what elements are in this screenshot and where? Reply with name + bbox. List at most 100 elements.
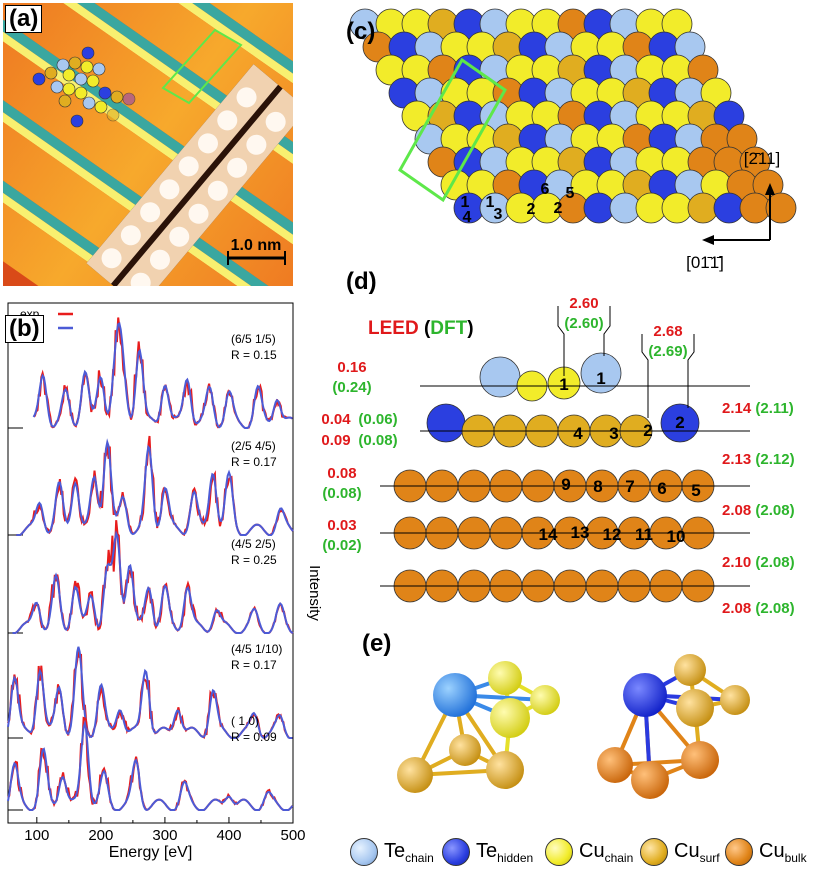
title-leed-dft: LEED (DFT) bbox=[368, 318, 474, 339]
dir-up-arrowhead bbox=[765, 183, 775, 195]
height-bracket bbox=[687, 334, 695, 408]
height-1-leed: 2.60 bbox=[569, 295, 598, 312]
x-tick-label: 200 bbox=[88, 827, 113, 844]
buckling-dft: (0.06) bbox=[358, 411, 397, 428]
r-factor-label: R = 0.09 bbox=[231, 730, 277, 744]
buckling-leed: 0.16 bbox=[337, 359, 366, 376]
legend-te-hidden: Tehidden bbox=[442, 838, 533, 866]
height-2-leed: 2.68 bbox=[653, 323, 682, 340]
iv-curve-group: ( 1 0) R = 0.09 bbox=[7, 714, 294, 811]
atom bbox=[687, 192, 719, 224]
atom bbox=[479, 356, 521, 398]
atom-number: 7 bbox=[625, 477, 634, 496]
legend-label: Cuchain bbox=[579, 839, 634, 865]
panel-e: (e) bbox=[340, 630, 814, 830]
cluster-right bbox=[597, 654, 750, 799]
atom-number: 5 bbox=[691, 481, 700, 500]
scale-bar-label: 1.0 nm bbox=[231, 237, 282, 254]
iv-curve-group: (4/5 2/5) R = 0.25 bbox=[8, 520, 294, 634]
stm-image: 1.0 nm bbox=[3, 3, 293, 286]
atom-number: 8 bbox=[593, 477, 602, 496]
atom-number: 3 bbox=[609, 424, 618, 443]
atom-number: 6 bbox=[657, 479, 666, 498]
atom bbox=[765, 192, 797, 224]
atom-number: 2 bbox=[643, 421, 652, 440]
atom-number: 1 bbox=[596, 369, 605, 388]
buckling-leed: 0.04 bbox=[321, 411, 351, 428]
cluster-left bbox=[397, 661, 560, 793]
legend-label: Techain bbox=[384, 839, 434, 865]
panel-b-label: (b) bbox=[5, 315, 44, 343]
cluster-models bbox=[397, 654, 750, 799]
legend-cu-chain: Cuchain bbox=[545, 838, 633, 866]
beam-label: (4/5 2/5) bbox=[231, 537, 276, 551]
height-bracket bbox=[603, 306, 611, 356]
atom-number: 2 bbox=[527, 201, 536, 218]
r-factor-label: R = 0.25 bbox=[231, 553, 277, 567]
legend-te-chain: Techain bbox=[350, 838, 434, 866]
r-factor-label: R = 0.17 bbox=[231, 455, 277, 469]
legend-label: Tehidden bbox=[476, 839, 534, 865]
spacing-label: 2.08 (2.08) bbox=[722, 502, 795, 519]
r-factor-label: R = 0.15 bbox=[231, 348, 277, 362]
spacing-label: 2.14 (2.11) bbox=[722, 400, 794, 417]
beam-label: ( 1 0) bbox=[231, 714, 259, 728]
r-factor-label: R = 0.17 bbox=[231, 658, 277, 672]
panel-c-label: (c) bbox=[346, 18, 376, 45]
atom-number: 9 bbox=[561, 475, 570, 494]
height-bracket bbox=[557, 306, 565, 376]
calc-curve bbox=[7, 646, 293, 739]
scale-bar: 1.0 nm bbox=[227, 237, 286, 265]
panel-d: LEED (DFT) 1 1 4 3 2 2 9 8 7 6 5 14 13 12 11 10 2.60 (2.60… bbox=[310, 268, 814, 628]
atom-number: 3 bbox=[494, 206, 503, 223]
unit-cell-outline bbox=[161, 28, 243, 105]
buckling-dft: (0.08) bbox=[358, 432, 397, 449]
legend-label: Cubulk bbox=[759, 839, 807, 865]
panel-a-label: (a) bbox=[5, 5, 43, 33]
height-1-dft: (2.60) bbox=[564, 315, 603, 332]
atom-number: 10 bbox=[667, 527, 686, 546]
buckling-dft: (0.24) bbox=[332, 379, 371, 396]
unit-cell-outline bbox=[398, 57, 507, 203]
atom-number: 1 bbox=[461, 194, 470, 211]
atom-number: 2 bbox=[675, 413, 684, 432]
atom bbox=[635, 192, 667, 224]
atom bbox=[661, 192, 693, 224]
atom-number: 13 bbox=[571, 523, 590, 542]
atom-number: 5 bbox=[566, 185, 575, 202]
cu-chain-swatch bbox=[545, 838, 573, 866]
atom bbox=[583, 192, 615, 224]
buckling-dft: (0.08) bbox=[322, 485, 361, 502]
buckling-leed: 0.03 bbox=[327, 517, 356, 534]
y-axis-label: Intensity bbox=[306, 565, 323, 621]
legend-cu-surf: Cusurf bbox=[640, 838, 720, 866]
atom-number: 6 bbox=[541, 181, 550, 198]
cu-bulk-swatch bbox=[725, 838, 753, 866]
spacing-label: 2.08 (2.08) bbox=[722, 600, 795, 617]
panel-a: 1.0 nm (a) bbox=[3, 3, 293, 286]
atom-number: 12 bbox=[603, 525, 622, 544]
legend-cu-bulk: Cubulk bbox=[725, 838, 807, 866]
atom bbox=[739, 192, 771, 224]
spacing-label: 2.10 (2.08) bbox=[722, 554, 795, 571]
buckling-dft: (0.02) bbox=[322, 537, 361, 554]
atom-number: 1 bbox=[559, 375, 568, 394]
x-tick-label: 500 bbox=[280, 827, 305, 844]
beam-label: (4/5 1/10) bbox=[231, 642, 282, 656]
panel-d-label: (d) bbox=[346, 268, 377, 295]
cu-surf-swatch bbox=[640, 838, 668, 866]
iv-curve-group: (4/5 1/10) R = 0.17 bbox=[7, 642, 293, 740]
x-axis-label: Energy [eV] bbox=[109, 844, 193, 861]
height-2-dft: (2.69) bbox=[648, 343, 687, 360]
calc-curve bbox=[16, 438, 294, 536]
height-bracket bbox=[641, 334, 649, 418]
dir-up-label: [2̄11] bbox=[744, 149, 781, 168]
buckling-leed: 0.09 bbox=[321, 432, 350, 449]
iv-curve-group: (6/5 1/5) R = 0.15 bbox=[8, 317, 293, 429]
buckling-leed: 0.08 bbox=[327, 465, 356, 482]
calc-curve bbox=[32, 321, 293, 429]
dir-left-arrowhead bbox=[702, 235, 714, 245]
atom-number: 14 bbox=[539, 525, 558, 544]
atom-number: 4 bbox=[463, 209, 472, 226]
